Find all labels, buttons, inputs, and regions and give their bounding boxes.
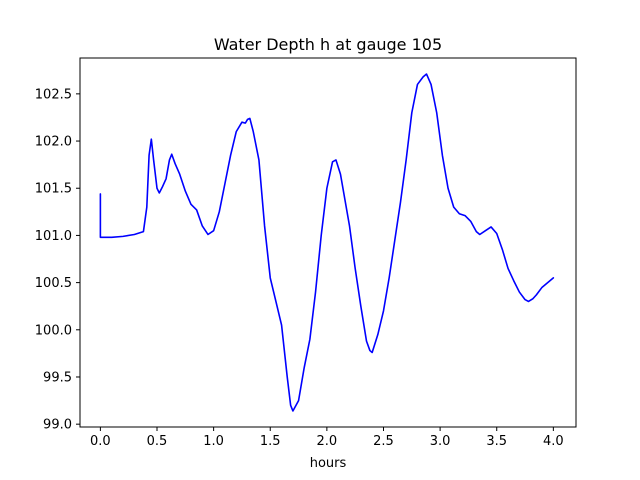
x-axis: 0.0 0.5 1.0 1.5 2.0 2.5 3.0 3.5 4.0 xyxy=(90,427,564,449)
y-tick-label: 99.0 xyxy=(43,418,72,433)
x-tick-label: 0.5 xyxy=(147,434,168,449)
y-tick-label: 102.0 xyxy=(35,135,72,150)
y-axis: 99.0 99.5 100.0 100.5 101.0 101.5 102.0 102.5 xyxy=(35,87,80,433)
x-tick-label: 2.0 xyxy=(317,434,338,449)
x-tick-label: 1.0 xyxy=(203,434,224,449)
x-tick-label: 3.0 xyxy=(430,434,451,449)
x-axis-label: hours xyxy=(310,456,347,471)
y-tick-label: 102.5 xyxy=(35,87,72,102)
x-tick-label: 0.0 xyxy=(90,434,111,449)
y-tick-label: 100.0 xyxy=(35,323,72,338)
y-tick-label: 99.5 xyxy=(43,370,72,385)
x-tick-label: 4.0 xyxy=(543,434,564,449)
plot-area xyxy=(79,57,577,428)
x-tick-label: 2.5 xyxy=(373,434,394,449)
x-tick-label: 3.5 xyxy=(486,434,507,449)
y-tick-label: 100.5 xyxy=(35,276,72,291)
y-tick-label: 101.5 xyxy=(35,182,72,197)
y-tick-label: 101.0 xyxy=(35,229,72,244)
x-tick-label: 1.5 xyxy=(260,434,281,449)
series-line-0 xyxy=(99,73,555,412)
chart-title: Water Depth h at gauge 105 xyxy=(214,35,442,54)
plot-frame xyxy=(79,57,577,428)
